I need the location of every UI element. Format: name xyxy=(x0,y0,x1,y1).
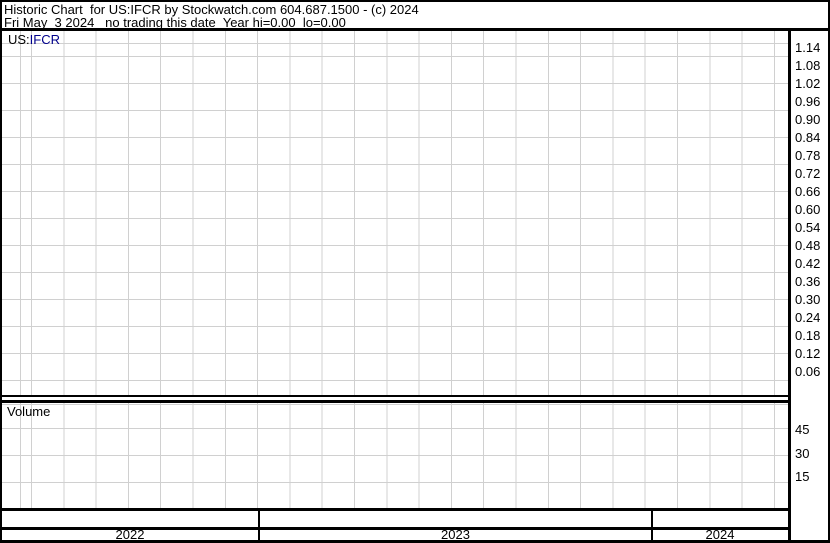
price-axis-label: 0.06 xyxy=(795,364,821,379)
year-label-2024: 2024 xyxy=(705,527,735,542)
price-axis-label: 1.14 xyxy=(795,40,821,55)
price-axis-label: 0.84 xyxy=(795,130,821,145)
price-axis: 1.14 1.08 1.02 0.96 0.90 0.84 0.78 0.72 0.66 0.60… xyxy=(791,41,830,378)
market-prefix: US: xyxy=(8,32,30,47)
price-axis-label: 1.02 xyxy=(795,76,821,91)
year-boundary-2022-2023 xyxy=(258,511,260,540)
price-axis-label: 0.48 xyxy=(795,238,821,253)
price-axis-label: 0.78 xyxy=(795,148,821,163)
volume-label: Volume xyxy=(7,404,51,419)
price-axis-label: 0.96 xyxy=(795,94,821,109)
year-boundary-2023-2024 xyxy=(651,511,653,540)
ticker-symbol: IFCR xyxy=(29,32,61,47)
month-axis-row xyxy=(2,511,788,527)
year-row-divider xyxy=(0,527,791,530)
year-axis-row: 2022 2023 2024 xyxy=(2,527,788,542)
chart-title: Historic Chart for US:IFCR by Stockwatch… xyxy=(4,2,419,17)
panel-separator-top xyxy=(0,395,791,397)
price-axis-label: 0.60 xyxy=(795,202,821,217)
symbol-label: US:IFCR xyxy=(8,33,60,46)
volume-axis-label: 45 xyxy=(795,422,810,437)
price-axis-label: 0.42 xyxy=(795,256,821,271)
price-chart-panel xyxy=(2,31,788,395)
volume-panel xyxy=(2,403,788,508)
price-axis-label: 0.12 xyxy=(795,346,821,361)
date-status-line: Fri May 3 2024 no trading this date Year… xyxy=(4,15,346,30)
year-label-2023: 2023 xyxy=(441,527,470,542)
header-divider xyxy=(0,28,830,31)
price-axis-label: 0.36 xyxy=(795,274,821,289)
panel-separator-bottom xyxy=(0,400,791,403)
year-label-2022: 2022 xyxy=(115,527,145,542)
price-axis-label: 1.08 xyxy=(795,58,821,73)
volume-axis-label: 30 xyxy=(795,445,810,461)
volume-axis-label: 15 xyxy=(795,469,810,484)
price-axis-label: 0.54 xyxy=(795,220,821,235)
price-axis-label: 0.66 xyxy=(795,184,821,199)
price-axis-label: 0.24 xyxy=(795,310,821,325)
price-axis-label: 0.72 xyxy=(795,166,821,181)
price-axis-label: 0.90 xyxy=(795,112,821,127)
axis-border-line xyxy=(788,31,791,543)
price-axis-label: 0.30 xyxy=(795,292,821,307)
volume-axis: 45 30 15 xyxy=(791,423,830,483)
volume-bottom-divider xyxy=(0,508,791,511)
price-axis-label: 0.18 xyxy=(795,328,821,343)
